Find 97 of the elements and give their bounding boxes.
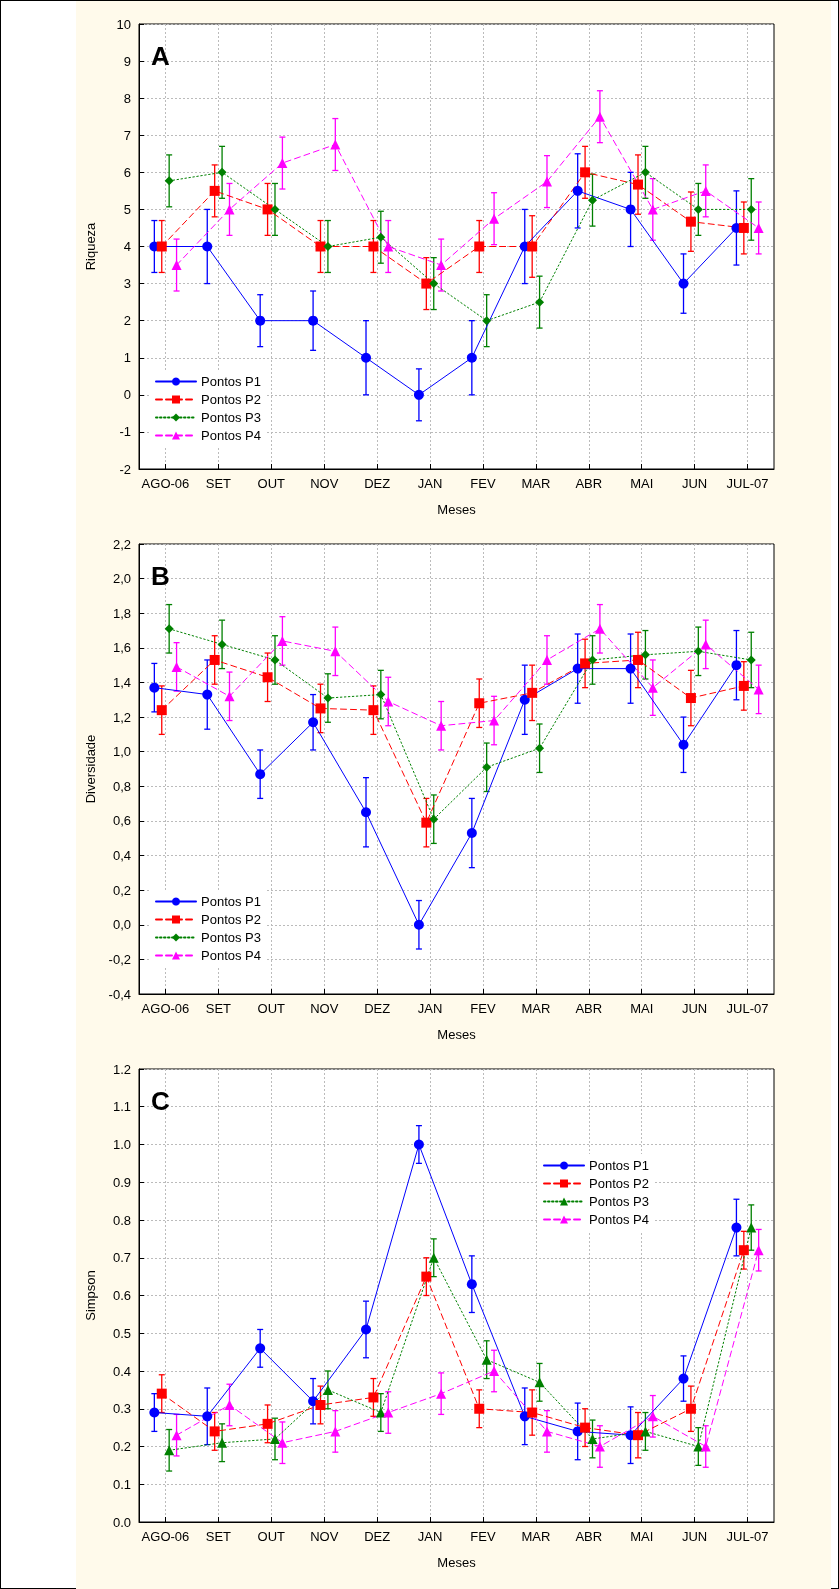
y-tick-label: 0,0	[112, 917, 131, 933]
legend-label: Pontos P2	[201, 392, 261, 407]
y-tick-label: 0.2	[112, 1439, 131, 1454]
x-tick-label: ABR	[575, 1001, 603, 1016]
x-tick-label: AGO-06	[141, 1001, 190, 1016]
y-tick-label: -0,4	[108, 986, 131, 1002]
x-tick-label: SET	[205, 1529, 232, 1544]
x-tick-label: MAI	[630, 1529, 654, 1544]
x-tick-label: DEZ	[364, 476, 391, 491]
y-tick-label: 0.3	[112, 1401, 131, 1417]
y-tick-label: 0,2	[112, 882, 131, 898]
x-tick-label: JUL-07	[726, 1001, 769, 1016]
x-tick-label: MAI	[630, 476, 654, 491]
x-tick-label: MAR	[521, 1529, 551, 1544]
y-tick-label: 2	[123, 313, 131, 329]
y-tick-label: 0	[123, 387, 131, 403]
y-tick-label: 0,4	[112, 848, 131, 864]
x-tick-label: MAR	[521, 1001, 551, 1016]
x-tick-label: FEV	[470, 476, 496, 491]
y-tick-label: -2	[119, 461, 131, 477]
y-tick-label: 0,6	[112, 813, 131, 829]
y-tick-label: -1	[119, 424, 131, 440]
legend-label: Pontos P4	[201, 948, 261, 963]
text: A	[151, 41, 170, 71]
legend-label: Pontos P1	[201, 374, 261, 389]
x-tick-label: ABR	[575, 476, 603, 491]
y-tick-label: 0.8	[112, 1212, 131, 1228]
x-tick-label: NOV	[310, 1529, 339, 1544]
x-tick-label: OUT	[257, 1529, 286, 1544]
y-tick-label: 1,0	[112, 744, 131, 760]
x-tick-label: SET	[205, 476, 232, 491]
y-tick-label: 3	[123, 276, 131, 292]
x-tick-label: JUN	[681, 476, 708, 491]
x-tick-label: SET	[205, 1001, 232, 1016]
y-tick-label: 0.5	[112, 1325, 131, 1341]
x-tick-label: ABR	[575, 1529, 603, 1544]
y-tick-label: 1,4	[112, 674, 131, 690]
y-tick-label: 0.1	[112, 1476, 131, 1492]
x-tick-label: JUN	[681, 1529, 708, 1544]
x-tick-label: NOV	[310, 1001, 339, 1016]
x-tick-label: OUT	[257, 476, 286, 491]
y-tick-label: 0.6	[112, 1288, 131, 1303]
y-tick-label: 1,6	[112, 640, 131, 656]
legend-label: Pontos P1	[201, 894, 261, 909]
legend-label: Pontos P4	[589, 1212, 650, 1227]
y-tick-label: -0,2	[108, 951, 131, 967]
y-tick-label: 0.9	[112, 1174, 131, 1190]
y-tick-label: 1.1	[112, 1099, 131, 1115]
y-tick-label: 1,2	[112, 709, 131, 725]
x-tick-label: MAR	[521, 476, 551, 491]
x-tick-label: MAI	[630, 1001, 654, 1016]
text: C	[151, 1086, 170, 1116]
legend-label: Pontos P2	[589, 1176, 650, 1191]
x-tick-label: JUL-07	[726, 1529, 769, 1544]
y-tick-label: 2,2	[112, 536, 131, 552]
legend-label: Pontos P2	[201, 912, 261, 927]
y-axis-title: Simpson	[83, 1270, 98, 1321]
y-tick-label: 10	[116, 16, 131, 32]
y-axis-title: Riqueza	[83, 221, 98, 271]
y-tick-label: 6	[123, 164, 131, 180]
y-tick-label: 0.4	[112, 1363, 131, 1379]
x-tick-label: JUL-07	[726, 476, 769, 491]
y-tick-label: 7	[123, 127, 131, 143]
y-tick-label: 5	[123, 201, 131, 217]
x-tick-label: OUT	[257, 1001, 286, 1016]
y-tick-label: 2,0	[112, 571, 131, 587]
x-axis-title: Meses	[437, 502, 477, 517]
y-tick-label: 1.2	[112, 1061, 131, 1077]
y-tick-label: 9	[123, 53, 131, 69]
x-axis-title: Meses	[437, 1555, 477, 1570]
y-tick-label: 1	[123, 350, 131, 366]
y-tick-label: 0,8	[112, 778, 131, 794]
x-tick-label: JAN	[417, 476, 443, 491]
x-tick-label: JAN	[417, 1529, 443, 1544]
x-tick-label: FEV	[470, 1001, 496, 1016]
y-tick-label: 1.0	[112, 1137, 131, 1152]
legend-label: Pontos P3	[589, 1194, 650, 1209]
x-tick-label: FEV	[470, 1529, 496, 1544]
x-tick-label: AGO-06	[141, 476, 190, 491]
y-tick-label: 8	[123, 90, 131, 106]
y-axis-title: Diversidade	[83, 734, 98, 804]
legend-label: Pontos P3	[201, 930, 261, 945]
y-tick-label: 4	[123, 239, 131, 254]
x-tick-label: NOV	[310, 476, 339, 491]
y-tick-label: 1,8	[112, 605, 131, 621]
x-tick-label: JUN	[681, 1001, 708, 1016]
legend-label: Pontos P3	[201, 410, 261, 425]
x-tick-label: DEZ	[364, 1001, 391, 1016]
legend-label: Pontos P4	[201, 428, 261, 443]
x-tick-label: JAN	[417, 1001, 443, 1016]
x-tick-label: AGO-06	[141, 1529, 190, 1544]
text: B	[151, 561, 170, 591]
y-tick-label: 0.0	[112, 1514, 131, 1530]
y-tick-label: 0.7	[112, 1250, 131, 1266]
x-axis-title: Meses	[437, 1027, 477, 1042]
legend-label: Pontos P1	[589, 1158, 650, 1173]
x-tick-label: DEZ	[364, 1529, 391, 1544]
